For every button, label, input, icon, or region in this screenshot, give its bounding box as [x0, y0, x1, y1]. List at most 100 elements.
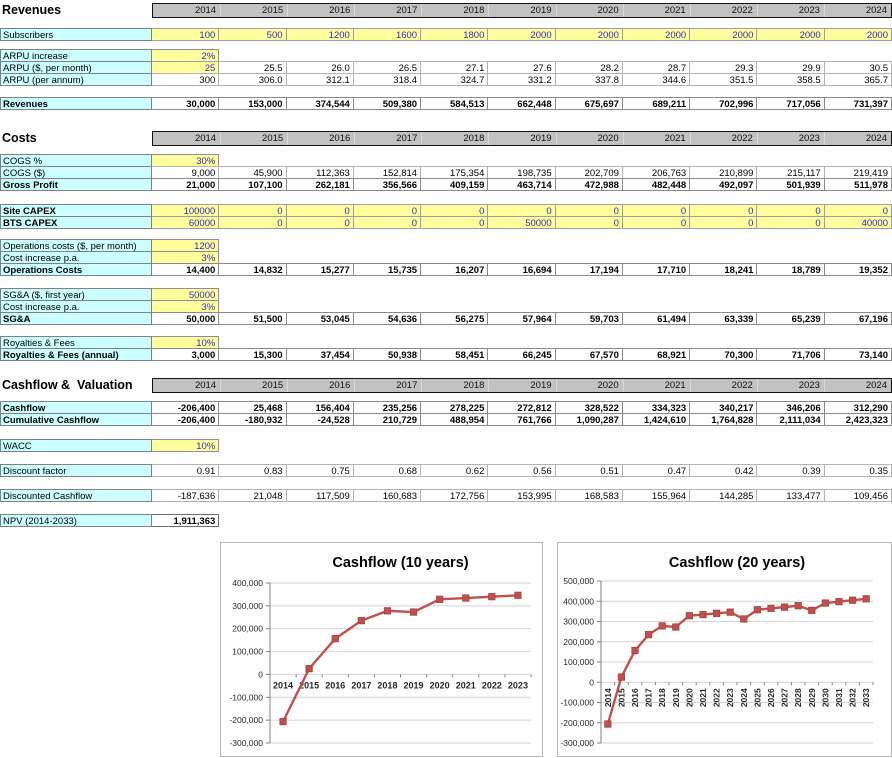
y-axis-label: 500,000 [563, 576, 594, 586]
cell[interactable]: 2000 [622, 28, 691, 41]
y-axis-label: 0 [589, 677, 594, 687]
cell: 662,448 [488, 97, 556, 110]
cell[interactable]: 2000 [757, 28, 825, 41]
y-axis-label: 100,000 [563, 657, 594, 667]
cell [757, 514, 824, 527]
year-cell: 2019 [488, 132, 555, 145]
x-axis-label: 2023 [725, 688, 735, 707]
cell[interactable]: 0 [286, 216, 354, 229]
cell: 107,100 [219, 178, 287, 191]
y-axis-label: 400,000 [232, 578, 263, 588]
year-cell: 2020 [555, 132, 623, 145]
data-point-marker [794, 602, 802, 610]
cell: 168,583 [555, 489, 623, 502]
x-axis-label: 2017 [351, 680, 371, 690]
y-axis-label: 300,000 [563, 617, 594, 627]
cell: 16,207 [421, 263, 489, 276]
data-point-marker [835, 598, 843, 606]
cell: 318.4 [353, 73, 422, 86]
cell: 153,000 [219, 97, 287, 110]
x-axis-label: 2019 [671, 688, 681, 707]
year-cell: 2018 [421, 4, 488, 17]
cell[interactable]: 1800 [421, 28, 489, 41]
cell[interactable]: 60000 [152, 216, 220, 229]
cell: 511,978 [824, 178, 892, 191]
y-axis-label: 0 [258, 669, 263, 679]
year-cell: 2023 [756, 379, 824, 392]
cell: 15,277 [286, 263, 354, 276]
cell: 262,181 [286, 178, 354, 191]
cell: 18,789 [757, 263, 825, 276]
cell: 50,000 [152, 312, 220, 325]
cell: 1,424,610 [622, 413, 691, 426]
y-axis-label: 200,000 [563, 637, 594, 647]
cell[interactable]: 0 [622, 216, 691, 229]
cell[interactable]: 0 [353, 216, 422, 229]
data-point-marker [848, 596, 857, 604]
cell: 365.7 [824, 73, 892, 86]
section-2: Cashflow & Valuation 2014 2015 2016 2017 2018… [0, 378, 892, 527]
year-cell: 2016 [287, 379, 354, 392]
cashflow-20y-chart: -300,000 -200,000 -100,000 0 100,000 200,000 3… [557, 542, 892, 757]
cell: 344.6 [622, 73, 691, 86]
cell: 331.2 [488, 73, 556, 86]
cell[interactable]: 0 [690, 216, 758, 229]
cell[interactable]: 0 [757, 216, 825, 229]
row-label: Royalties & Fees (annual) [0, 348, 152, 361]
cell [287, 514, 354, 527]
cell [354, 514, 421, 527]
cell[interactable]: 40000 [824, 216, 892, 229]
cell[interactable]: 50000 [488, 216, 556, 229]
data-point-marker [645, 631, 653, 639]
cell [623, 439, 690, 452]
data-point-marker [331, 635, 339, 643]
cell[interactable]: 0 [555, 216, 623, 229]
cell: 59,703 [555, 312, 623, 325]
cell[interactable]: 0 [219, 216, 287, 229]
year-cell: 2023 [756, 132, 824, 145]
cell: 358.5 [757, 73, 825, 86]
cell: 0.35 [824, 464, 892, 477]
row-arpu_month: ARPU ($, per month) 25 25.5 26.0 26.5 27.1 27.… [0, 61, 892, 74]
x-axis-label: 2016 [325, 680, 345, 690]
x-axis-label: 2017 [644, 688, 654, 707]
row-label: ARPU (per annum) [0, 73, 152, 86]
year-cell: 2024 [823, 379, 891, 392]
year-cell: 2018 [421, 379, 488, 392]
year-cell: 2019 [488, 4, 555, 17]
cell: 0.39 [757, 464, 825, 477]
cell: 17,194 [555, 263, 623, 276]
cell[interactable]: 2000 [555, 28, 623, 41]
data-point-marker [631, 646, 639, 655]
cell[interactable]: 1200 [286, 28, 354, 41]
cell[interactable]: 100 [152, 28, 220, 41]
x-axis-label: 2016 [630, 688, 640, 707]
row-label: SG&A [0, 312, 152, 325]
cell[interactable]: 2000 [824, 28, 892, 41]
cell [488, 439, 555, 452]
cell[interactable]: 500 [219, 28, 287, 41]
y-axis-label: -300,000 [560, 738, 594, 748]
cell[interactable]: 2000 [488, 28, 556, 41]
row-revenues_total: Revenues 30,000 153,000 374,544 509,380 584,5… [0, 97, 892, 110]
row-label: Operations Costs [0, 263, 152, 276]
year-cell: 2021 [622, 132, 690, 145]
data-point-marker [383, 607, 392, 615]
cell[interactable]: 10% [152, 439, 220, 452]
cell: 133,477 [757, 489, 825, 502]
row-label: Revenues [0, 97, 152, 110]
row-cumulative_cashflow: Cumulative Cashflow -206,400 -180,932 -24,5… [0, 413, 892, 426]
cell: 70,300 [690, 348, 758, 361]
x-axis-label: 2033 [861, 688, 871, 707]
chart-canvas: -300,000 -200,000 -100,000 0 100,000 200,000 3… [229, 555, 532, 748]
cell[interactable]: 1600 [353, 28, 422, 41]
row-wacc: WACC 10% [0, 439, 892, 452]
cell[interactable]: 2000 [690, 28, 758, 41]
row-gross_profit: Gross Profit 21,000 107,100 262,181 356,566 4… [0, 178, 892, 191]
row-subscribers: Subscribers 100 500 1200 1600 1800 2000 2000 200… [0, 28, 892, 41]
cell: 54,636 [353, 312, 422, 325]
cell [287, 439, 354, 452]
cell: 509,380 [353, 97, 422, 110]
cell[interactable]: 0 [421, 216, 489, 229]
cell [556, 514, 623, 527]
